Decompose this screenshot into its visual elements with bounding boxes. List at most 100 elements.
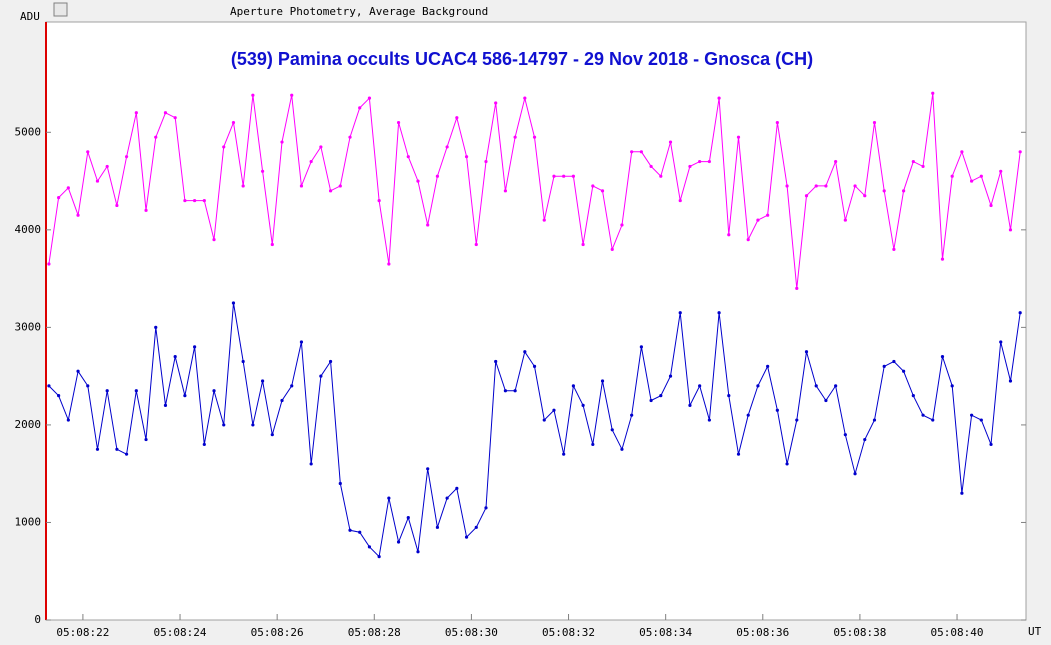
data-point: [183, 198, 187, 203]
y-axis-label: ADU: [20, 10, 40, 23]
data-point: [513, 389, 517, 393]
data-point: [970, 179, 974, 183]
data-point: [309, 159, 313, 164]
data-point: [853, 472, 857, 476]
data-point: [47, 384, 51, 388]
data-point: [464, 535, 469, 539]
data-point: [377, 198, 381, 203]
data-point: [435, 174, 440, 178]
data-point: [678, 311, 682, 315]
data-point: [659, 174, 663, 178]
data-point: [57, 196, 61, 200]
data-point: [290, 93, 294, 97]
data-point: [464, 155, 469, 159]
x-tick-label: 05:08:38: [833, 626, 886, 639]
data-point: [814, 184, 818, 188]
data-point: [95, 179, 100, 183]
data-point: [193, 198, 197, 203]
data-point: [659, 394, 663, 398]
data-point: [727, 233, 731, 237]
data-point: [727, 394, 731, 398]
data-point: [426, 467, 430, 471]
data-point: [1008, 228, 1013, 232]
data-point: [290, 384, 294, 388]
data-point: [630, 413, 634, 417]
data-point: [999, 340, 1003, 344]
data-point: [231, 120, 236, 125]
data-point: [212, 389, 216, 393]
data-point: [202, 198, 206, 203]
x-tick-label: 05:08:32: [542, 626, 595, 639]
data-point: [455, 486, 459, 490]
data-point: [824, 184, 828, 188]
data-point: [377, 554, 381, 559]
data-point: [222, 145, 226, 149]
header: Aperture Photometry, Average Background: [230, 5, 488, 18]
data-point: [834, 384, 838, 388]
data-point: [562, 452, 566, 456]
data-point: [707, 159, 711, 164]
data-point: [785, 462, 789, 466]
data-point: [795, 286, 799, 290]
data-point: [348, 528, 352, 532]
data-point: [571, 384, 575, 388]
data-point: [416, 179, 420, 183]
icon[interactable]: [53, 2, 68, 17]
data-point: [552, 174, 556, 178]
x-tick-label: 05:08:40: [931, 626, 984, 639]
data-point: [834, 159, 838, 164]
data-point: [649, 164, 653, 169]
data-point: [970, 413, 974, 417]
data-point: [902, 369, 906, 373]
data-point: [494, 101, 498, 105]
data-point: [1008, 379, 1013, 383]
data-point: [241, 359, 245, 364]
data-point: [698, 384, 702, 388]
data-point: [144, 437, 148, 442]
data-point: [222, 423, 226, 427]
data-point: [707, 418, 711, 422]
y-tick-label: 0: [34, 613, 41, 626]
data-point: [746, 413, 750, 417]
data-point: [241, 184, 245, 188]
data-point: [474, 242, 478, 247]
data-point: [882, 189, 886, 193]
data-point: [76, 369, 80, 373]
data-point: [678, 198, 682, 203]
x-tick-label: 05:08:26: [251, 626, 304, 639]
data-point: [154, 325, 158, 329]
data-point: [406, 515, 410, 520]
data-point: [892, 359, 896, 364]
data-point: [698, 159, 702, 164]
x-tick-label: 05:08:28: [348, 626, 401, 639]
data-point: [523, 96, 527, 100]
data-point: [319, 145, 323, 149]
data-point: [843, 433, 847, 437]
data-point: [843, 218, 847, 222]
data-point: [338, 184, 342, 188]
data-point: [940, 257, 945, 261]
data-point: [115, 447, 119, 451]
data-point: [280, 398, 284, 403]
data-point: [299, 184, 304, 188]
chart-title: (539) Pamina occults UCAC4 586-14797 - 2…: [231, 49, 813, 69]
data-point: [591, 442, 595, 447]
data-point: [989, 442, 993, 447]
data-point: [328, 189, 333, 193]
data-point: [688, 403, 692, 408]
data-point: [387, 262, 391, 266]
data-point: [931, 91, 935, 95]
data-point: [542, 218, 546, 222]
data-point: [717, 96, 721, 100]
data-point: [736, 135, 741, 139]
data-point: [921, 164, 925, 169]
data-point: [853, 184, 857, 188]
y-tick-label: 1000: [15, 515, 42, 528]
data-point: [979, 418, 983, 422]
data-point: [173, 355, 177, 359]
data-point: [367, 96, 372, 100]
data-point: [649, 398, 653, 403]
data-point: [251, 423, 255, 427]
data-point: [523, 350, 527, 354]
x-axis-label: UT: [1028, 625, 1042, 638]
